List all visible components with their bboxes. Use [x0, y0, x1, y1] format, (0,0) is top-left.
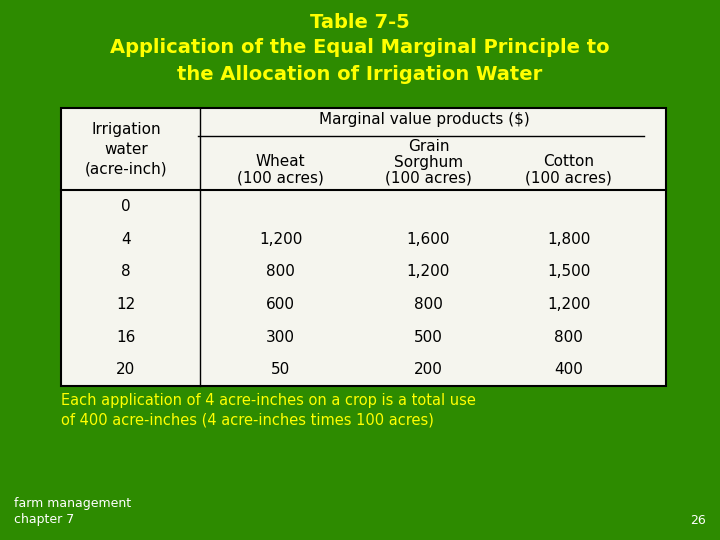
Text: 200: 200 — [414, 362, 443, 377]
Text: (100 acres): (100 acres) — [385, 171, 472, 186]
Text: 1,200: 1,200 — [259, 232, 302, 247]
Text: Application of the Equal Marginal Principle to: Application of the Equal Marginal Princi… — [110, 38, 610, 57]
Text: 800: 800 — [554, 329, 583, 345]
Text: Irrigation
water
(acre-inch): Irrigation water (acre-inch) — [85, 122, 167, 177]
Text: 4: 4 — [121, 232, 131, 247]
Text: 0: 0 — [121, 199, 131, 214]
Text: 500: 500 — [414, 329, 443, 345]
Text: (100 acres): (100 acres) — [526, 171, 612, 186]
Text: (100 acres): (100 acres) — [238, 171, 324, 186]
Text: 1,500: 1,500 — [547, 264, 590, 279]
Text: 300: 300 — [266, 329, 295, 345]
Text: 800: 800 — [414, 297, 443, 312]
Text: Each application of 4 acre-inches on a crop is a total use
of 400 acre-inches (4: Each application of 4 acre-inches on a c… — [61, 393, 476, 427]
Text: Wheat: Wheat — [256, 154, 305, 170]
Text: 400: 400 — [554, 362, 583, 377]
Text: 1,200: 1,200 — [407, 264, 450, 279]
Text: Sorghum: Sorghum — [394, 154, 463, 170]
Text: Table 7-5: Table 7-5 — [310, 14, 410, 32]
Text: 8: 8 — [121, 264, 131, 279]
Text: 16: 16 — [117, 329, 135, 345]
Text: 1,800: 1,800 — [547, 232, 590, 247]
Text: the Allocation of Irrigation Water: the Allocation of Irrigation Water — [177, 65, 543, 84]
FancyBboxPatch shape — [61, 108, 666, 386]
Text: Marginal value products ($): Marginal value products ($) — [320, 112, 530, 127]
Text: 1,200: 1,200 — [547, 297, 590, 312]
Text: Cotton: Cotton — [544, 154, 594, 170]
Text: 50: 50 — [271, 362, 290, 377]
Text: 1,600: 1,600 — [407, 232, 450, 247]
Text: farm management
chapter 7: farm management chapter 7 — [14, 497, 132, 526]
Text: 20: 20 — [117, 362, 135, 377]
Text: 600: 600 — [266, 297, 295, 312]
Text: 12: 12 — [117, 297, 135, 312]
Text: 800: 800 — [266, 264, 295, 279]
Text: 26: 26 — [690, 514, 706, 526]
Text: Grain: Grain — [408, 139, 449, 154]
